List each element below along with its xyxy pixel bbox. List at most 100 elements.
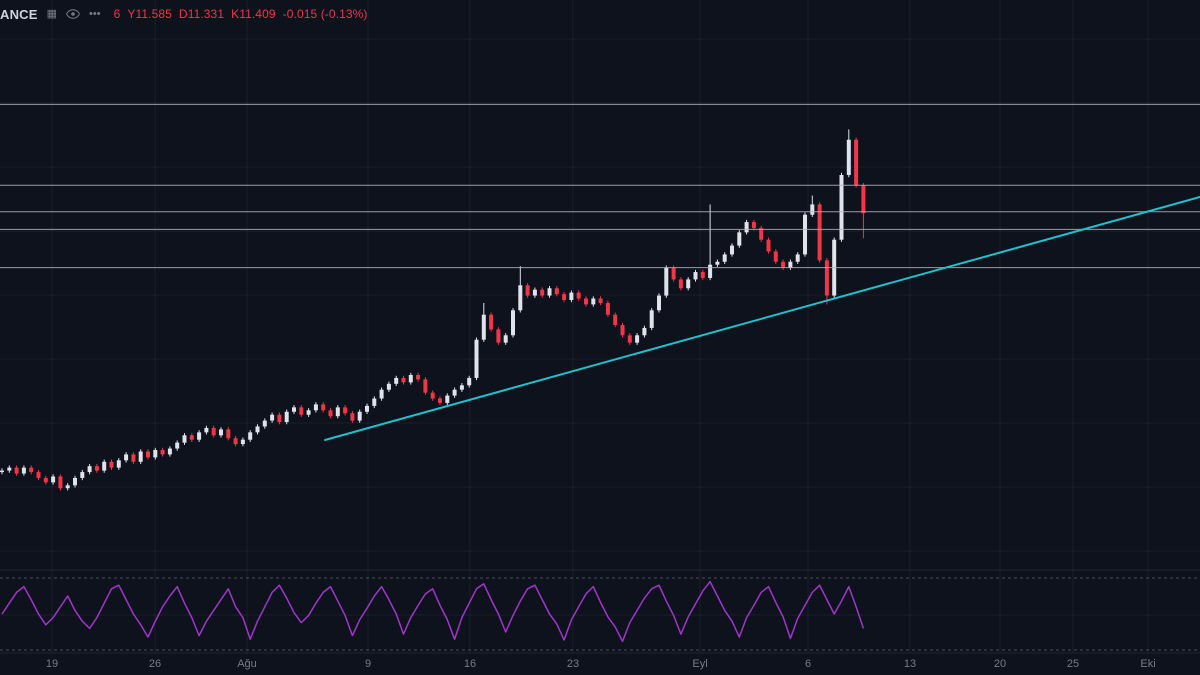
candle-body (233, 438, 238, 445)
candle-body (693, 272, 698, 280)
candle-body (518, 285, 523, 311)
candle-body (481, 314, 486, 340)
candle-body (65, 485, 70, 489)
candle-body (401, 377, 406, 383)
candle-body (335, 407, 340, 417)
candle-body (204, 427, 209, 433)
candlestick-series (0, 129, 866, 491)
candle-body (51, 476, 56, 483)
candle-body (657, 295, 661, 311)
candle-body (620, 325, 625, 336)
candle-body (759, 227, 764, 240)
candle-body (613, 314, 618, 325)
candle-body (766, 239, 771, 252)
candle-body (824, 260, 829, 296)
candle-body (138, 451, 143, 462)
candle-body (124, 454, 129, 461)
candle-body (730, 245, 734, 255)
candle-body (861, 185, 866, 214)
candle-body (189, 435, 194, 440)
candle-body (627, 335, 632, 343)
candle-body (635, 335, 640, 343)
candle-body (365, 405, 369, 412)
candle-body (0, 470, 4, 473)
time-axis-label: 6 (804, 658, 812, 670)
candle-body (379, 389, 384, 399)
candle-body (751, 222, 756, 228)
more-options-icon[interactable]: ••• (89, 8, 101, 20)
candle-body (36, 472, 41, 478)
candle-body (511, 310, 515, 336)
candle-body (547, 288, 552, 296)
candle-body (197, 432, 202, 440)
candle-body (270, 414, 275, 421)
candle-body (277, 414, 282, 423)
candle-body (788, 261, 793, 268)
ohlc-values: 6 Y11.585 D11.331 K11.409 -0.015 (-0.13%… (114, 7, 368, 21)
ohlc-high: Y11.585 (127, 7, 172, 21)
candle-body (591, 298, 596, 305)
candle-body (649, 310, 654, 328)
candle-body (737, 232, 742, 246)
candle-body (58, 476, 63, 489)
candle-body (299, 407, 304, 415)
trendline[interactable] (324, 196, 1200, 441)
candle-body (781, 261, 786, 268)
candle-body (722, 254, 727, 262)
candle-body (532, 289, 537, 296)
eye-icon[interactable] (66, 9, 80, 19)
candle-body (240, 439, 245, 445)
candle-body (94, 466, 99, 471)
time-axis-label: 16 (463, 658, 477, 670)
time-axis-label: Ağu (237, 658, 257, 670)
gridlines (0, 0, 1200, 654)
candle-body (678, 279, 683, 289)
ohlc-change: -0.015 (-0.13%) (282, 7, 368, 21)
candle-body (744, 222, 749, 233)
candle-body (540, 289, 545, 296)
candle-body (357, 411, 362, 421)
time-axis-label: 26 (148, 658, 162, 670)
candle-body (313, 404, 318, 411)
candle-body (306, 410, 311, 415)
candle-body (854, 139, 859, 186)
time-axis-label: 23 (566, 658, 580, 670)
candle-body (408, 375, 413, 383)
candle-body (474, 339, 479, 378)
time-axis-label: 25 (1066, 658, 1080, 670)
candle-body (576, 292, 581, 299)
candle-body (73, 477, 77, 486)
candle-body (810, 204, 815, 215)
time-axis-label: 9 (364, 658, 372, 670)
candle-body (459, 385, 464, 390)
candle-body (328, 410, 333, 417)
candle-body (605, 302, 610, 315)
candle-body (700, 272, 705, 278)
candle-body (262, 420, 267, 427)
candle-body (87, 466, 92, 473)
candle-body (584, 298, 588, 305)
ohlc-close: K11.409 (231, 7, 276, 21)
candle-body (598, 298, 603, 303)
candle-body (116, 460, 121, 468)
candle-body (219, 429, 223, 436)
candle-body (438, 398, 442, 403)
candle-body (146, 451, 150, 458)
candle-body (321, 404, 326, 411)
candle-body (467, 377, 472, 386)
candle-body (160, 450, 165, 455)
candle-body (182, 435, 187, 443)
time-axis-label: Eki (1140, 658, 1156, 670)
panel-icon[interactable]: ▦ (46, 8, 58, 20)
candle-body (386, 383, 391, 390)
symbol-title[interactable]: ANCE (0, 6, 38, 22)
candle-body (14, 467, 19, 474)
price-level-lines[interactable] (0, 103, 1200, 269)
candle-body (846, 139, 851, 175)
time-axis-label: Eyl (692, 658, 708, 670)
candle-body (773, 251, 778, 262)
time-axis[interactable]: 19 26 Ağu 9 16 23 Eyl 6 13 20 25 Eki (0, 655, 1200, 675)
candle-body (109, 461, 114, 468)
oscillator-line (1, 580, 865, 643)
